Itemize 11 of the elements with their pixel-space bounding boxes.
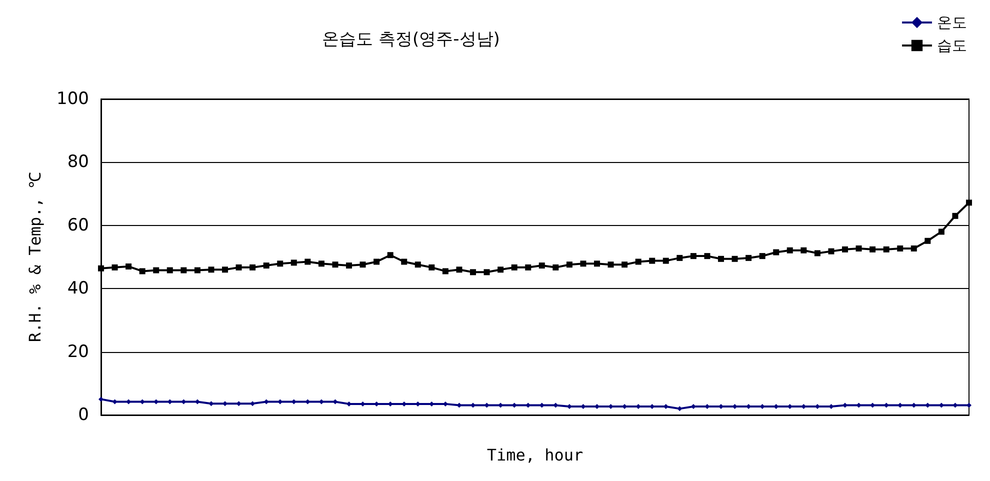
- y-tick-label: 40: [67, 278, 89, 299]
- x-axis-title: Time, hour: [486, 446, 584, 464]
- y-tick-label: 0: [78, 405, 89, 425]
- y-tick-label: 100: [56, 89, 89, 109]
- chart-title: 온습도 측정(영주-성남): [322, 30, 500, 50]
- legend-label: 온도: [937, 14, 967, 32]
- y-tick-label: 60: [67, 215, 89, 236]
- legend-label: 습도: [937, 36, 967, 54]
- y-tick-label: 20: [67, 342, 89, 362]
- y-axis-title: R.H. % & Temp., ℃: [26, 172, 44, 342]
- y-tick-label: 80: [67, 152, 89, 172]
